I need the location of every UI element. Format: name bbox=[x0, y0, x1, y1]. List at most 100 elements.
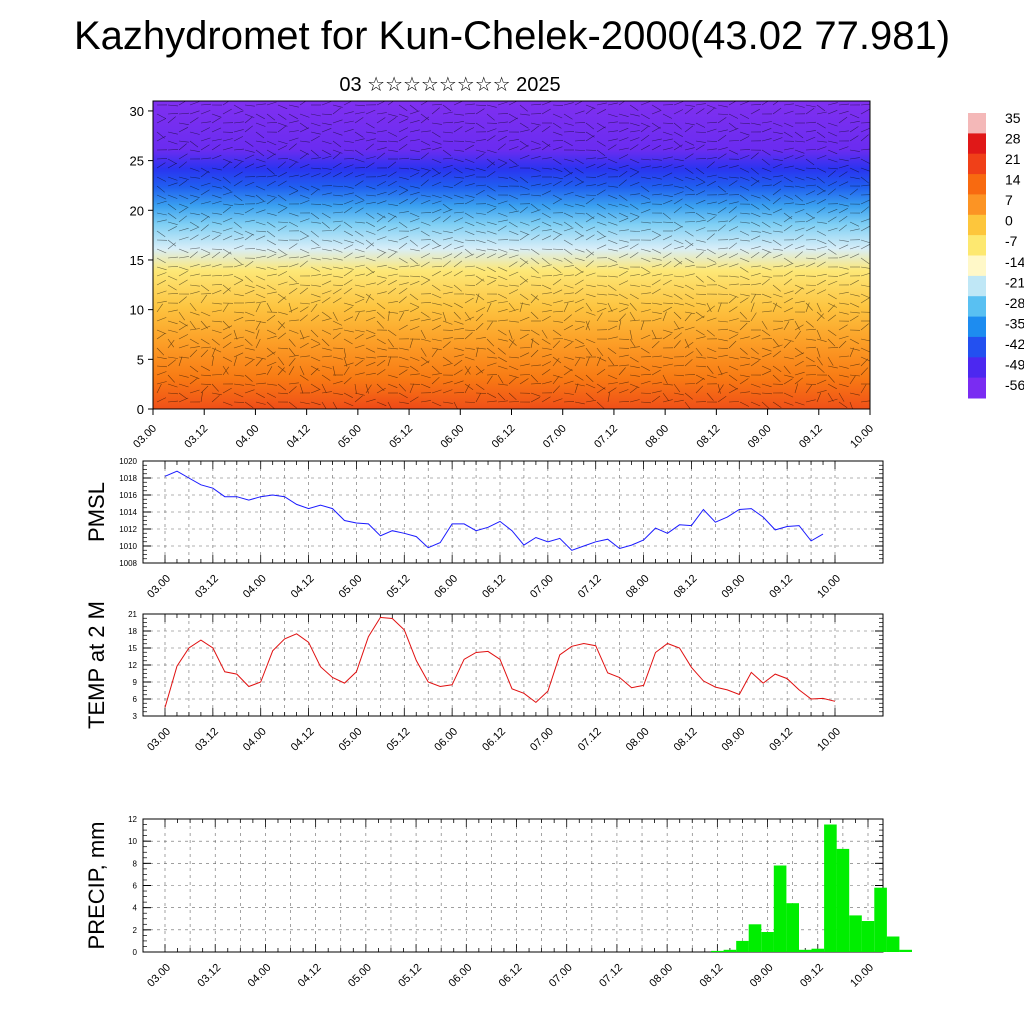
x-tick-label: 04.12 bbox=[285, 423, 313, 451]
x-tick-label: 08.12 bbox=[672, 726, 700, 754]
x-tick-label: 07.00 bbox=[528, 726, 556, 754]
x-tick-label: 10.00 bbox=[815, 573, 843, 601]
colorbar-label: 14 bbox=[1005, 172, 1021, 188]
y-tick-label: 1012 bbox=[119, 525, 137, 534]
y-tick-label: 30 bbox=[130, 104, 144, 119]
precip-bar bbox=[723, 949, 737, 952]
x-tick-label: 08.12 bbox=[695, 423, 723, 451]
chart-subtitle: 03 ☆☆☆☆☆☆☆☆ 2025 bbox=[339, 74, 561, 96]
precip-bar bbox=[748, 924, 762, 952]
x-tick-label: 04.12 bbox=[296, 962, 324, 990]
x-tick-label: 05.12 bbox=[384, 573, 412, 601]
y-tick-label: 9 bbox=[133, 678, 138, 687]
x-tick-label: 06.12 bbox=[480, 573, 508, 601]
series-line bbox=[164, 616, 836, 708]
precip-bar bbox=[836, 848, 850, 952]
wind-barbs bbox=[156, 101, 870, 409]
heatmap-warm-core bbox=[450, 359, 670, 409]
x-tick-label: 04.00 bbox=[241, 726, 269, 754]
colorbar-swatch bbox=[968, 377, 986, 399]
precip-bar bbox=[899, 949, 912, 952]
x-tick-label: 04.00 bbox=[234, 423, 262, 451]
precip-bar bbox=[811, 948, 825, 952]
y-axis-title: TEMP at 2 M bbox=[84, 601, 109, 729]
colorbar-swatch bbox=[968, 357, 986, 379]
x-tick-label: 05.00 bbox=[337, 726, 365, 754]
precip-bar bbox=[786, 903, 799, 952]
x-tick-label: 08.12 bbox=[698, 962, 726, 990]
precip-bar bbox=[761, 932, 774, 952]
x-tick-label: 03.12 bbox=[182, 423, 210, 451]
x-tick-label: 03.00 bbox=[145, 726, 173, 754]
precip-bar bbox=[799, 949, 812, 952]
y-tick-label: 25 bbox=[130, 154, 144, 169]
temp-panel: 3 6 9 12 15 18 21 03.00 03.12 04.00 04.12 05.00 05.1… bbox=[84, 601, 884, 754]
y-tick-label: 18 bbox=[128, 627, 137, 636]
x-tick-label: 09.00 bbox=[746, 423, 774, 451]
y-tick-label: 2 bbox=[133, 926, 138, 935]
x-tick-label: 09.12 bbox=[798, 962, 826, 990]
colorbar-label: -56 bbox=[1005, 377, 1024, 393]
x-tick-label: 08.12 bbox=[672, 573, 700, 601]
colorbar-label: 35 bbox=[1005, 110, 1021, 126]
x-tick-label: 10.00 bbox=[848, 423, 876, 451]
y-axis-title: PRECIP, mm bbox=[84, 822, 109, 950]
colorbar-swatch bbox=[968, 214, 986, 236]
grid bbox=[143, 613, 883, 717]
x-tick-label: 05.00 bbox=[337, 573, 365, 601]
x-tick-label: 03.12 bbox=[195, 962, 223, 990]
x-tick-label: 09.00 bbox=[719, 726, 747, 754]
colorbar-label: 7 bbox=[1005, 192, 1013, 208]
x-tick-label: 06.00 bbox=[438, 423, 466, 451]
precip-bar bbox=[849, 915, 862, 952]
colorbar-swatch bbox=[968, 336, 986, 358]
x-tick-label: 09.00 bbox=[719, 573, 747, 601]
y-tick-label: 1008 bbox=[119, 559, 137, 568]
precip-panel: 0 2 4 6 8 10 12 03.00 03.12 04.00 04.12 05.00 05.12 0… bbox=[84, 815, 912, 990]
colorbar-label: -21 bbox=[1005, 274, 1024, 290]
colorbar-swatch bbox=[968, 316, 986, 338]
chart-title: Kazhydromet for Kun-Chelek-2000(43.02 77… bbox=[73, 14, 951, 58]
heatmap-warm-core bbox=[170, 354, 350, 409]
x-tick-label: 06.00 bbox=[432, 726, 460, 754]
grid bbox=[143, 460, 883, 564]
y-tick-label: 1014 bbox=[119, 508, 137, 517]
x-tick-label: 04.00 bbox=[246, 962, 274, 990]
colorbar-label: -49 bbox=[1005, 356, 1024, 372]
x-tick-label: 08.00 bbox=[647, 962, 675, 990]
y-tick-label: 6 bbox=[133, 882, 138, 891]
x-tick-label: 07.12 bbox=[576, 573, 604, 601]
y-tick-label: 4 bbox=[133, 904, 138, 913]
colorbar-swatch bbox=[968, 153, 986, 175]
pmsl-panel: 1008 1010 1012 1014 1016 1018 1020 03.00 03.12 04… bbox=[84, 457, 884, 601]
colorbar-swatch bbox=[968, 296, 986, 318]
x-tick-label: 04.12 bbox=[289, 726, 317, 754]
colorbar-swatch bbox=[968, 275, 986, 297]
y-tick-label: 0 bbox=[137, 402, 144, 417]
y-tick-label: 15 bbox=[128, 644, 137, 653]
colorbar-swatch bbox=[968, 235, 986, 256]
colorbar-label: -35 bbox=[1005, 315, 1024, 331]
cross-section-panel: 0 5 10 15 20 25 30 03.00 03.12 04.00 04.12 05.00 05.… bbox=[130, 100, 876, 451]
x-tick-label: 09.12 bbox=[797, 423, 825, 451]
precip-bar bbox=[773, 865, 787, 952]
x-tick-label: 06.12 bbox=[490, 423, 518, 451]
colorbar-swatch bbox=[968, 174, 986, 195]
y-tick-label: 15 bbox=[130, 253, 144, 268]
x-tick-label: 07.12 bbox=[597, 962, 625, 990]
x-tick-label: 03.00 bbox=[131, 423, 159, 451]
precip-bar bbox=[861, 921, 875, 952]
y-tick-label: 5 bbox=[137, 352, 144, 367]
panel-frame bbox=[142, 460, 884, 564]
series-line bbox=[164, 470, 824, 551]
y-tick-label: 8 bbox=[133, 859, 138, 868]
y-tick-label: 10 bbox=[130, 303, 144, 318]
colorbar-label: -7 bbox=[1005, 233, 1018, 249]
x-tick-label: 09.00 bbox=[748, 962, 776, 990]
colorbar-swatch bbox=[968, 255, 986, 277]
x-tick-label: 09.12 bbox=[767, 726, 795, 754]
x-tick-label: 04.00 bbox=[241, 573, 269, 601]
precip-bar bbox=[711, 950, 724, 952]
y-tick-label: 1010 bbox=[119, 542, 137, 551]
